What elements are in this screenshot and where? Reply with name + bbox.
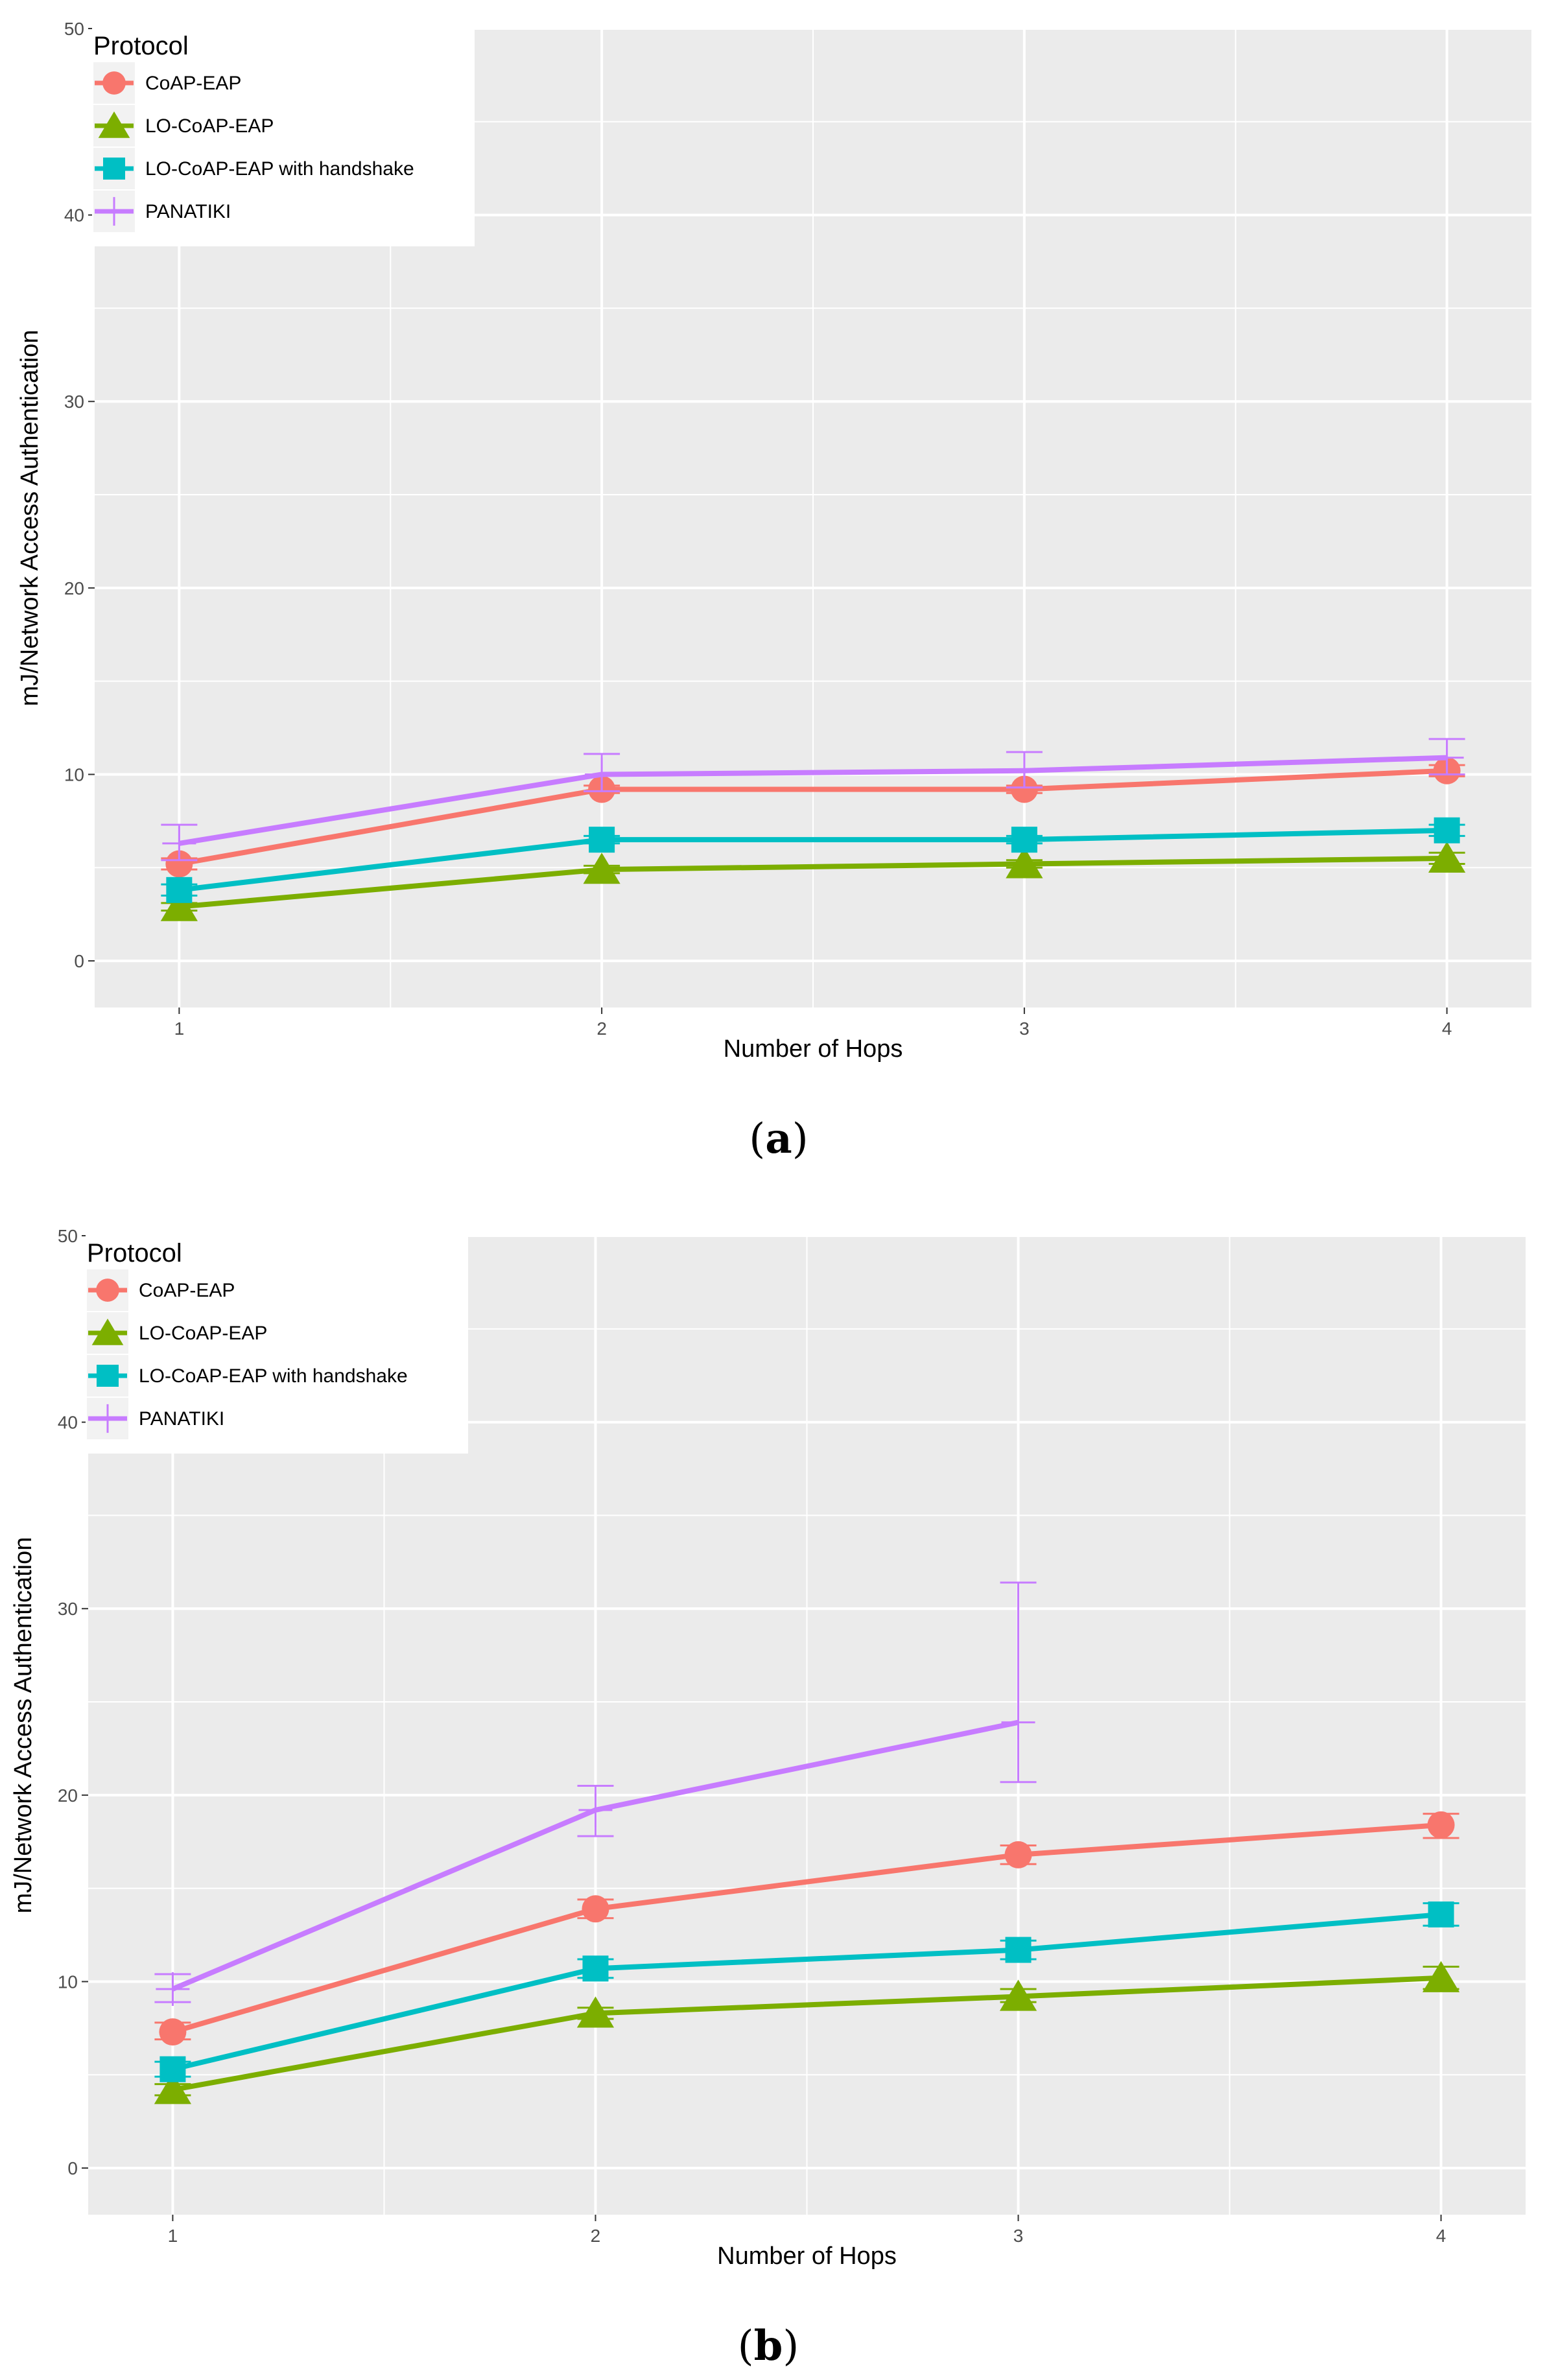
series-line-lo_coap_eap	[172, 1975, 1441, 2093]
x-tick-label: 4	[1436, 2226, 1446, 2246]
legend-label-panatiki: PANATIKI	[145, 201, 231, 222]
x-axis-title: Number of Hops	[724, 1035, 903, 1063]
legend-label-coap_eap: CoAP-EAP	[139, 1280, 235, 1301]
data-point-coap_eap	[1427, 1811, 1455, 1839]
legend-label-panatiki: PANATIKI	[139, 1408, 224, 1430]
legend-key-marker-lo_coap_eap_handshake	[97, 1365, 119, 1387]
legend-box	[86, 1234, 468, 1454]
series-line-lo_coap_eap_handshake	[172, 1911, 1441, 2072]
data-point-lo_coap_eap	[576, 1996, 615, 2028]
legend-label-lo_coap_eap: LO-CoAP-EAP	[139, 1323, 267, 1344]
series-line-lo_coap_eap	[179, 855, 1447, 910]
data-point-coap_eap	[165, 850, 193, 878]
legend-key-marker-lo_coap_eap_handshake	[103, 158, 125, 180]
data-point-coap_eap	[159, 2018, 187, 2046]
legend-label-lo_coap_eap: LO-CoAP-EAP	[145, 115, 274, 137]
chart-panel-b: 0 10 20 30 40 50 1 2 3 4 Number of Hops mJ/Network …	[10, 1226, 1526, 2270]
y-axis-title: mJ/Network Access Authentication	[16, 330, 43, 707]
legend-label-lo_coap_eap_handshake: LO-CoAP-EAP with handshake	[145, 158, 414, 180]
series-coap_eap	[154, 1811, 1459, 2046]
error-bar	[1000, 1581, 1037, 1784]
legend-label-coap_eap: CoAP-EAP	[145, 73, 241, 94]
y-tick-label: 10	[58, 1972, 78, 1992]
series-line-panatiki	[178, 755, 1447, 846]
x-tick-label: 2	[591, 2226, 601, 2246]
data-point-lo_coap_eap	[154, 2073, 192, 2104]
series-line-coap_eap	[178, 768, 1447, 867]
series-line-lo_coap_eap_handshake	[178, 827, 1447, 893]
legend-title: Protocol	[87, 1239, 182, 1267]
data-point-coap_eap	[582, 1895, 609, 1923]
legend: Protocol CoAP-EAP LO-CoAP-EAP LO-CoAP-EAP w…	[86, 1234, 468, 1454]
series-lo_coap_eap	[160, 841, 1466, 921]
x-tick-label: 1	[168, 2226, 178, 2246]
x-tick-label: 1	[174, 1019, 185, 1039]
series-line-coap_eap	[172, 1822, 1441, 2034]
legend-key-marker-lo_coap_eap	[91, 1318, 124, 1345]
data-point-lo_coap_eap_handshake	[582, 1955, 609, 1982]
y-tick-label: 30	[64, 392, 84, 412]
data-point-panatiki	[156, 1972, 190, 2006]
data-point-lo_coap_eap	[583, 853, 620, 884]
data-point-lo_coap_eap_handshake	[1434, 817, 1460, 843]
caption-b: (b)	[738, 2322, 799, 2370]
data-point-lo_coap_eap_handshake	[1011, 827, 1037, 853]
x-tick-label: 3	[1013, 2226, 1024, 2246]
legend-key-marker-coap_eap	[102, 71, 126, 95]
legend-key-marker-lo_coap_eap	[98, 111, 130, 138]
y-axis-title: mJ/Network Access Authentication	[10, 1537, 37, 1914]
data-point-panatiki	[578, 1793, 613, 1827]
data-point-coap_eap	[1010, 775, 1038, 803]
data-point-lo_coap_eap	[1006, 847, 1043, 878]
data-point-lo_coap_eap_handshake	[166, 877, 193, 903]
legend-box	[92, 27, 475, 246]
series-lo_coap_eap	[154, 1961, 1460, 2104]
data-point-lo_coap_eap	[999, 1979, 1037, 2011]
chart-panel-a: 0 10 20 30 40 50 1 2 3 4 Number of Hops mJ/Network …	[16, 19, 1531, 1063]
y-tick-label: 40	[64, 206, 84, 226]
x-tick-label: 3	[1019, 1019, 1030, 1039]
data-point-lo_coap_eap_handshake	[1428, 1901, 1454, 1927]
data-point-panatiki	[585, 757, 619, 792]
y-tick-label: 30	[58, 1599, 78, 1619]
data-point-panatiki	[1430, 740, 1464, 775]
y-tick-label: 0	[74, 951, 84, 971]
data-point-lo_coap_eap_handshake	[159, 2056, 186, 2082]
data-point-lo_coap_eap	[160, 890, 198, 921]
y-tick-label: 50	[58, 1226, 78, 1246]
data-point-coap_eap	[1004, 1841, 1032, 1868]
series-lo_coap_eap_handshake	[161, 817, 1465, 903]
data-point-panatiki	[162, 826, 196, 860]
legend-title: Protocol	[93, 32, 189, 60]
legend: Protocol CoAP-EAP LO-CoAP-EAP LO-CoAP-EAP w…	[92, 27, 475, 246]
x-axis-title: Number of Hops	[717, 2243, 897, 2270]
legend-key-marker-panatiki	[99, 196, 129, 226]
series-panatiki	[154, 1581, 1037, 2006]
y-tick-label: 10	[64, 764, 84, 784]
data-point-panatiki	[1007, 753, 1041, 788]
y-tick-label: 0	[67, 2158, 78, 2178]
y-tick-label: 50	[64, 19, 84, 39]
legend-label-lo_coap_eap_handshake: LO-CoAP-EAP with handshake	[139, 1365, 408, 1387]
y-tick-label: 20	[64, 578, 84, 598]
x-tick-label: 2	[596, 1019, 607, 1039]
legend-key-marker-panatiki	[93, 1404, 123, 1433]
series-lo_coap_eap_handshake	[154, 1901, 1459, 2082]
data-point-lo_coap_eap_handshake	[1005, 1937, 1032, 1963]
data-point-lo_coap_eap	[1422, 1961, 1460, 1992]
y-tick-label: 20	[58, 1785, 78, 1806]
data-point-lo_coap_eap	[1428, 841, 1466, 873]
series-panatiki	[161, 738, 1465, 862]
y-tick-label: 40	[58, 1413, 78, 1433]
x-tick-label: 4	[1442, 1019, 1452, 1039]
legend-key-marker-coap_eap	[96, 1278, 119, 1302]
data-point-panatiki	[1001, 1705, 1035, 1739]
data-point-lo_coap_eap_handshake	[589, 827, 615, 853]
caption-a: (a)	[749, 1114, 808, 1163]
